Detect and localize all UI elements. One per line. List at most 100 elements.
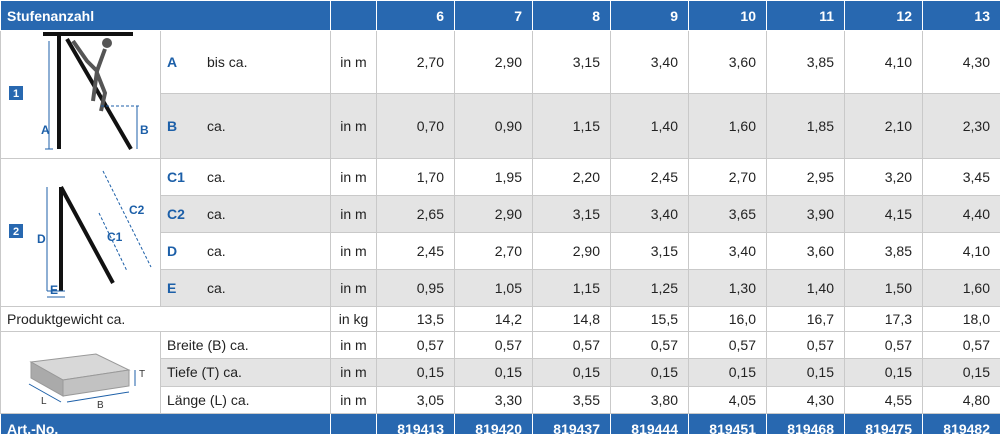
value-cell: 14,2 xyxy=(454,306,533,332)
diagram-cell: A B 1 xyxy=(0,30,161,159)
table-row: Länge (L) ca. in m 3,05 3,30 3,55 3,80 4,05 4,3… xyxy=(1,385,1000,415)
value-cell: 1,60 xyxy=(688,93,767,159)
value-cell: 3,60 xyxy=(688,29,767,95)
dimension-label: A xyxy=(41,123,50,137)
value-cell: 2,45 xyxy=(610,158,689,196)
value-cell: 4,30 xyxy=(766,385,845,415)
section-marker xyxy=(9,224,23,238)
value-cell: 13,5 xyxy=(376,306,455,332)
value-cell: 819475 xyxy=(844,413,923,434)
ladder-diagram: C2 C1 D E 2 xyxy=(9,170,152,298)
dimension-label: D xyxy=(37,232,46,246)
value-cell: 819444 xyxy=(610,413,689,434)
header-blank xyxy=(330,0,377,31)
dimension-label: T xyxy=(139,369,145,380)
value-cell: 4,05 xyxy=(688,385,767,415)
value-cell: 2,90 xyxy=(454,29,533,95)
value-cell: 3,40 xyxy=(688,232,767,270)
value-cell: 11 xyxy=(766,0,845,31)
value-cell: 1,15 xyxy=(532,269,611,307)
dimension-label: C2 xyxy=(129,203,145,217)
dimension-label: E xyxy=(50,283,58,297)
value-cell: 2,10 xyxy=(844,93,923,159)
value-cell: 4,10 xyxy=(844,29,923,95)
row-text: ca. xyxy=(207,243,226,259)
value-cell: 4,80 xyxy=(922,385,1000,415)
value-cell: 0,57 xyxy=(844,330,923,360)
row-label: Breite (B) ca. xyxy=(160,330,331,360)
value-cell: 3,15 xyxy=(532,29,611,95)
unit-cell: in m xyxy=(330,269,377,307)
value-cell: 819420 xyxy=(454,413,533,434)
value-cell: 7 xyxy=(454,0,533,31)
diagram-cell: C2 C1 D E 2 xyxy=(0,158,161,307)
value-cell: 3,40 xyxy=(610,195,689,233)
value-cell: 2,65 xyxy=(376,195,455,233)
value-cell: 3,85 xyxy=(844,232,923,270)
row-text: ca. xyxy=(207,280,226,296)
value-cell: 819482 xyxy=(922,413,1000,434)
value-cell: 4,55 xyxy=(844,385,923,415)
value-cell: 1,05 xyxy=(454,269,533,307)
value-cell: 3,60 xyxy=(766,232,845,270)
unit-cell: in m xyxy=(330,232,377,270)
value-cell: 17,3 xyxy=(844,306,923,332)
value-cell: 9 xyxy=(610,0,689,31)
unit-cell: in m xyxy=(330,385,377,415)
value-cell: 2,30 xyxy=(922,93,1000,159)
diagram-cell: T L B xyxy=(0,331,161,414)
value-cell: 1,50 xyxy=(844,269,923,307)
dimension-label: C1 xyxy=(107,230,123,244)
value-cell: 0,57 xyxy=(766,330,845,360)
table-row: C2 ca. in m 2,65 2,90 3,15 3,40 3,65 3,90 4,15 4,4… xyxy=(1,195,1000,233)
unit-cell: in m xyxy=(330,93,377,159)
value-cell: 0,15 xyxy=(454,358,533,387)
value-cell: 2,70 xyxy=(454,232,533,270)
value-cell: 18,0 xyxy=(922,306,1000,332)
unit-cell: in m xyxy=(330,330,377,360)
table-row: C2 C1 D E 2 C1 ca. in m 1,70 1,95 2,20 2,45 2,70 2,95… xyxy=(0,158,1000,307)
value-cell: 1,40 xyxy=(610,93,689,159)
value-cell: 0,15 xyxy=(688,358,767,387)
value-cell: 2,70 xyxy=(688,158,767,196)
value-cell: 1,30 xyxy=(688,269,767,307)
value-cell: 4,40 xyxy=(922,195,1000,233)
row-label: Länge (L) ca. xyxy=(160,385,331,415)
value-cell: 2,90 xyxy=(532,232,611,270)
value-cell: 1,15 xyxy=(532,93,611,159)
row-key: C2 xyxy=(167,206,185,222)
value-cell: 2,20 xyxy=(532,158,611,196)
value-cell: 2,95 xyxy=(766,158,845,196)
section-marker xyxy=(9,86,23,100)
row-text: bis ca. xyxy=(207,54,248,71)
value-cell: 0,15 xyxy=(532,358,611,387)
marker-label: 1 xyxy=(13,88,19,100)
row-key: B xyxy=(167,118,178,135)
unit-cell: in m xyxy=(330,195,377,233)
value-cell: 3,20 xyxy=(844,158,923,196)
value-cell: 0,15 xyxy=(922,358,1000,387)
value-cell: 3,15 xyxy=(532,195,611,233)
value-cell: 0,57 xyxy=(376,330,455,360)
table-row: Art.-No. 819413 819420 819437 819444 819451 81… xyxy=(0,413,1000,434)
unit-cell: in m xyxy=(330,358,377,387)
dimension-label: L xyxy=(41,396,47,407)
value-cell: 3,45 xyxy=(922,158,1000,196)
value-cell: 6 xyxy=(376,0,455,31)
row-key: A xyxy=(167,54,178,71)
row-key: E xyxy=(167,280,177,296)
value-cell: 16,0 xyxy=(688,306,767,332)
value-cell: 0,15 xyxy=(766,358,845,387)
table-row: T L B Breite (B) ca. in m 0,57 0,57 0,57 0,57 0… xyxy=(0,330,1000,414)
value-cell: 1,70 xyxy=(376,158,455,196)
value-cell: 8 xyxy=(532,0,611,31)
value-cell: 1,60 xyxy=(922,269,1000,307)
value-cell: 3,30 xyxy=(454,385,533,415)
value-cell: 0,57 xyxy=(688,330,767,360)
table-row: Produktgewicht ca. in kg 13,5 14,2 14,8 15,5 1… xyxy=(0,306,1000,332)
